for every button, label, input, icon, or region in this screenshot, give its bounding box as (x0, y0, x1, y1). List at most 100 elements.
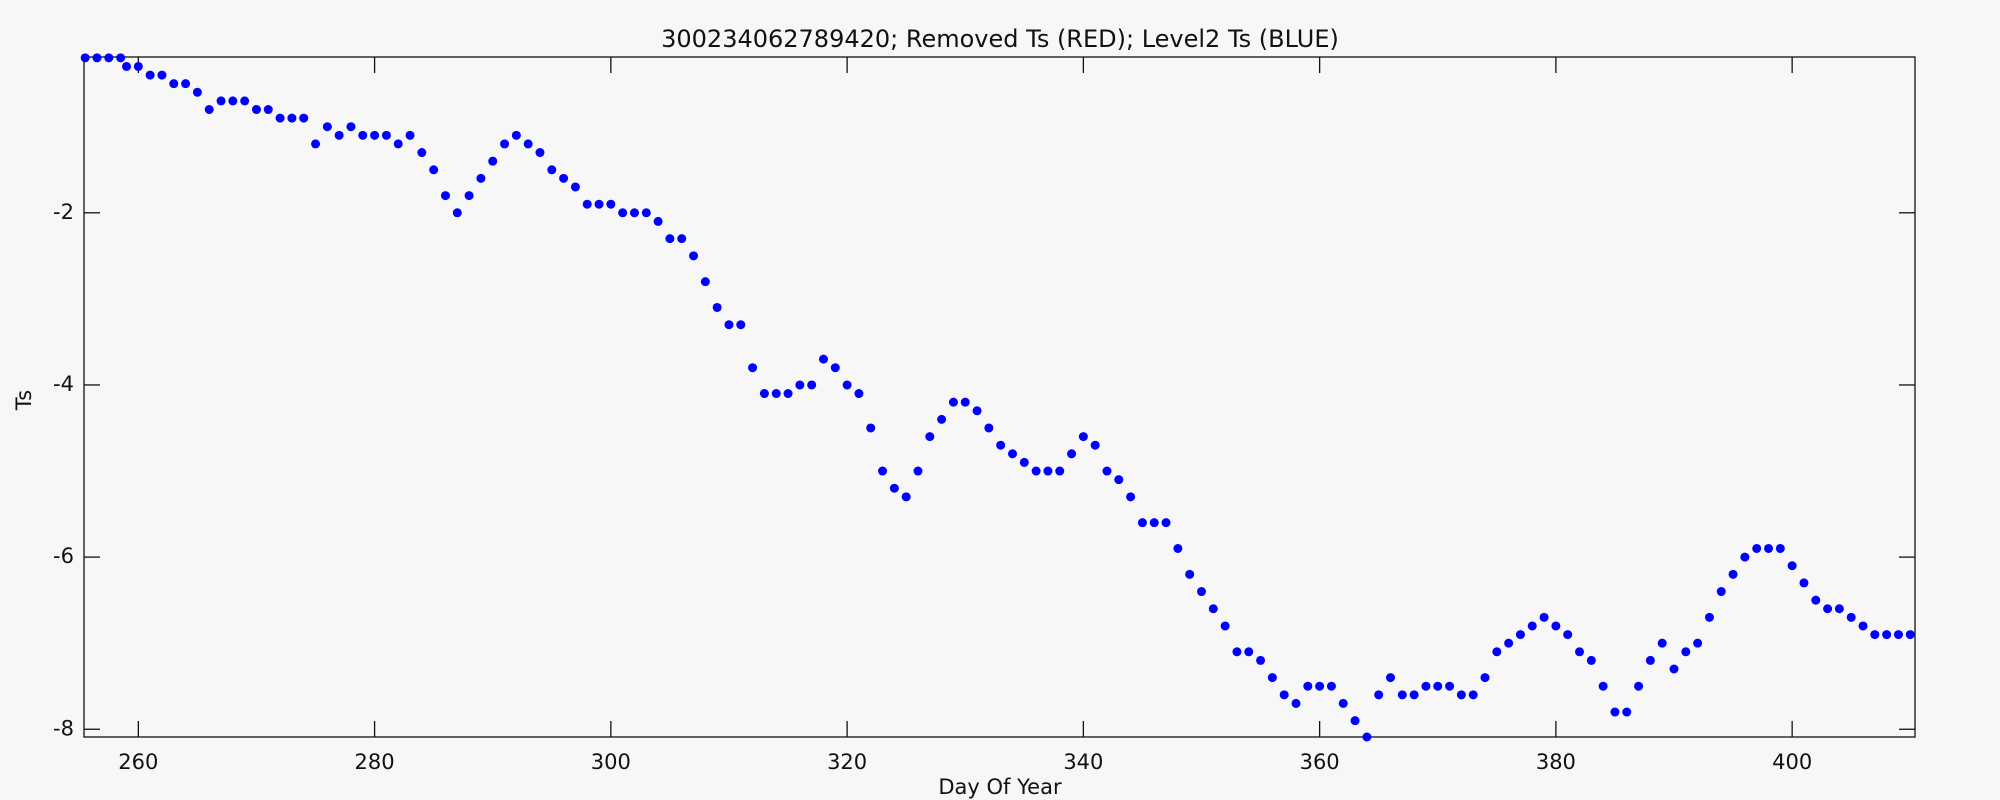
data-point (1173, 543, 1183, 553)
data-point (1740, 552, 1750, 562)
data-point (1350, 716, 1360, 726)
data-point (1870, 630, 1880, 640)
data-point (1043, 466, 1053, 476)
data-point (866, 423, 876, 433)
data-point (1303, 681, 1313, 691)
data-point (996, 440, 1006, 450)
data-point (358, 130, 368, 140)
data-point (1161, 518, 1171, 528)
data-point (192, 87, 202, 97)
data-point (157, 70, 167, 80)
data-point (1598, 681, 1608, 691)
data-point (299, 113, 309, 123)
data-point (570, 182, 580, 192)
data-point (1480, 673, 1490, 683)
data-point (500, 139, 510, 149)
data-point (1527, 621, 1537, 631)
data-point (1693, 638, 1703, 648)
data-point (1197, 587, 1207, 597)
data-point (1315, 681, 1325, 691)
data-point (417, 148, 427, 158)
data-point (547, 165, 557, 175)
data-point (393, 139, 403, 149)
data-point (1055, 466, 1065, 476)
data-point (1267, 673, 1277, 683)
data-point (1149, 518, 1159, 528)
data-point (488, 156, 498, 166)
data-point (1019, 457, 1029, 467)
data-point (1799, 578, 1809, 588)
data-point (535, 148, 545, 158)
data-point (972, 406, 982, 416)
data-point (92, 53, 102, 63)
data-point (1893, 630, 1903, 640)
data-point (1515, 630, 1525, 640)
x-tick-label: 360 (1300, 750, 1340, 774)
data-point (948, 397, 958, 407)
data-point (1220, 621, 1230, 631)
y-tick-label: -8 (53, 716, 74, 740)
data-point (913, 466, 923, 476)
data-point (984, 423, 994, 433)
data-point (1232, 647, 1242, 657)
data-point (771, 389, 781, 399)
data-point (122, 61, 132, 71)
data-point (1291, 698, 1301, 708)
data-point (807, 380, 817, 390)
data-point (724, 320, 734, 330)
data-point (1716, 587, 1726, 597)
data-point (145, 70, 155, 80)
data-point (901, 492, 911, 502)
data-point (1704, 612, 1714, 622)
data-point (795, 380, 805, 390)
data-point (80, 53, 90, 63)
data-point (1586, 655, 1596, 665)
data-point (1669, 664, 1679, 674)
data-point (1834, 604, 1844, 614)
data-point (1622, 707, 1632, 717)
data-point (133, 61, 143, 71)
data-point (405, 130, 415, 140)
data-point (1338, 698, 1348, 708)
data-point (287, 113, 297, 123)
data-point (429, 165, 439, 175)
data-point (381, 130, 391, 140)
data-point (1007, 449, 1017, 459)
data-point (1456, 690, 1466, 700)
data-point (842, 380, 852, 390)
x-tick-label: 280 (355, 750, 395, 774)
data-point (1645, 655, 1655, 665)
data-point (370, 130, 380, 140)
data-point (1610, 707, 1620, 717)
data-point (641, 208, 651, 218)
data-point (1208, 604, 1218, 614)
data-point (559, 173, 569, 183)
data-point (263, 105, 273, 115)
data-point (1787, 561, 1797, 571)
data-point (1551, 621, 1561, 631)
data-point (854, 389, 864, 399)
data-point (1539, 612, 1549, 622)
data-point (1185, 569, 1195, 579)
data-point (216, 96, 226, 106)
data-point (228, 96, 238, 106)
data-point (240, 96, 250, 106)
data-point (1114, 475, 1124, 485)
data-point (311, 139, 321, 149)
data-point (653, 216, 663, 226)
data-point (1090, 440, 1100, 450)
data-point (960, 397, 970, 407)
data-point (736, 320, 746, 330)
data-point (1078, 432, 1088, 442)
x-tick-label: 380 (1536, 750, 1576, 774)
data-point (1244, 647, 1254, 657)
data-point (594, 199, 604, 209)
data-point (712, 302, 722, 312)
data-point (1634, 681, 1644, 691)
data-point (1126, 492, 1136, 502)
y-axis-label: Ts (12, 390, 36, 411)
data-point (104, 53, 114, 63)
data-point (1031, 466, 1041, 476)
data-point (1681, 647, 1691, 657)
